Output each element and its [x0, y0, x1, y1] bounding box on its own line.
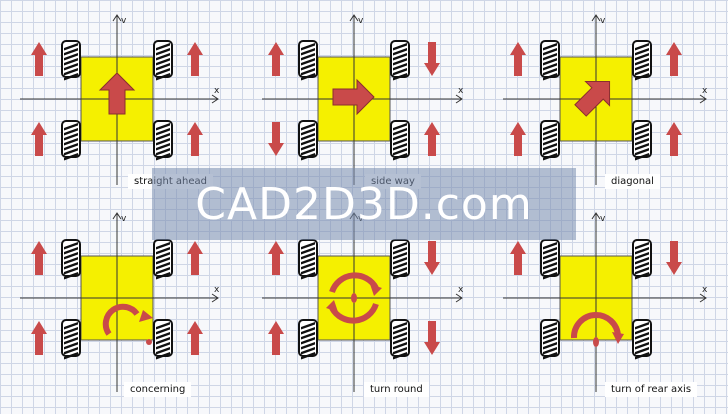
wheel: [390, 120, 410, 161]
wheel: [632, 120, 652, 161]
curved-motion-arrow: [102, 303, 153, 336]
wheel-direction-arrow: [31, 122, 47, 156]
y-axis-arrowhead: [591, 212, 601, 220]
wheel: [61, 239, 81, 280]
wheel: [298, 319, 318, 360]
wheel-direction-arrow: [31, 42, 47, 76]
wheel: [540, 319, 560, 360]
y-axis-arrowhead: [112, 14, 122, 22]
x-axis-arrowhead: [699, 293, 707, 303]
x-axis-label: x: [458, 86, 464, 96]
y-axis-label: v: [600, 16, 606, 26]
panel-side: xv: [262, 14, 464, 185]
curved-motion-arrow: [329, 272, 382, 296]
wheel-direction-arrow: [666, 241, 682, 275]
y-axis-arrowhead: [349, 14, 359, 22]
x-axis-arrowhead: [455, 94, 463, 104]
wheel: [61, 40, 81, 81]
wheel: [298, 120, 318, 161]
wheel-direction-arrow: [424, 42, 440, 76]
wheel: [153, 319, 173, 360]
panel-caption: turn of rear axis: [605, 382, 698, 397]
x-axis-label: x: [214, 285, 220, 295]
curved-motion-arrow: [570, 312, 624, 344]
wheel: [390, 40, 410, 81]
wheel-direction-arrow: [666, 42, 682, 76]
wheel: [298, 40, 318, 81]
watermark-band: [152, 168, 576, 240]
y-axis-arrowhead: [112, 212, 122, 220]
wheel-direction-arrow: [510, 241, 526, 275]
wheel-direction-arrow: [268, 241, 284, 275]
rotation-center-dot: [593, 337, 599, 347]
wheel-direction-arrow: [187, 321, 203, 355]
wheel: [540, 239, 560, 280]
motion-arrow: [574, 80, 611, 117]
wheel: [61, 120, 81, 161]
panel-turn-round: xv: [262, 212, 464, 392]
wheel: [632, 239, 652, 280]
wheel-direction-arrow: [268, 42, 284, 76]
x-axis-arrowhead: [699, 94, 707, 104]
y-axis-label: v: [358, 16, 364, 26]
wheel-direction-arrow: [31, 241, 47, 275]
wheel: [390, 319, 410, 360]
rotation-center-dot: [351, 293, 357, 303]
wheel-direction-arrow: [31, 321, 47, 355]
wheel: [61, 319, 81, 360]
panel-caption: turn round: [364, 382, 429, 397]
watermark-text: CAD2D3D.com: [195, 178, 533, 230]
motion-arrow: [332, 78, 375, 116]
rotation-center-dot: [146, 339, 152, 345]
wheel-direction-arrow: [187, 42, 203, 76]
curved-motion-arrow: [326, 300, 379, 324]
wheel: [632, 40, 652, 81]
panel-caption: diagonal: [605, 174, 660, 189]
x-axis-label: x: [702, 285, 708, 295]
x-axis-arrowhead: [211, 94, 219, 104]
x-axis-label: x: [458, 285, 464, 295]
wheel: [540, 40, 560, 81]
panel-concerning: xv: [20, 212, 220, 392]
y-axis-label: v: [121, 214, 127, 224]
x-axis-label: x: [702, 86, 708, 96]
wheel-direction-arrow: [268, 122, 284, 156]
panel-rear-axis: xv: [503, 212, 708, 392]
wheel: [540, 120, 560, 161]
wheel-direction-arrow: [424, 321, 440, 355]
wheel: [298, 239, 318, 280]
wheel: [153, 40, 173, 81]
y-axis-label: v: [121, 16, 127, 26]
wheel-direction-arrow: [510, 122, 526, 156]
x-axis-arrowhead: [211, 293, 219, 303]
wheel-direction-arrow: [510, 42, 526, 76]
wheel: [153, 120, 173, 161]
x-axis-label: x: [214, 86, 220, 96]
y-axis-arrowhead: [591, 14, 601, 22]
wheel-direction-arrow: [424, 241, 440, 275]
wheel-direction-arrow: [187, 122, 203, 156]
wheel: [390, 239, 410, 280]
panel-straight: xv: [20, 14, 220, 185]
panel-caption: concerning: [124, 382, 192, 397]
wheel: [632, 319, 652, 360]
wheel: [153, 239, 173, 280]
wheel-direction-arrow: [187, 241, 203, 275]
motion-arrow: [98, 72, 136, 115]
panel-diagonal: xv: [503, 14, 708, 185]
wheel-direction-arrow: [666, 122, 682, 156]
x-axis-arrowhead: [455, 293, 463, 303]
y-axis-label: v: [600, 214, 606, 224]
wheel-direction-arrow: [424, 122, 440, 156]
wheel-direction-arrow: [268, 321, 284, 355]
